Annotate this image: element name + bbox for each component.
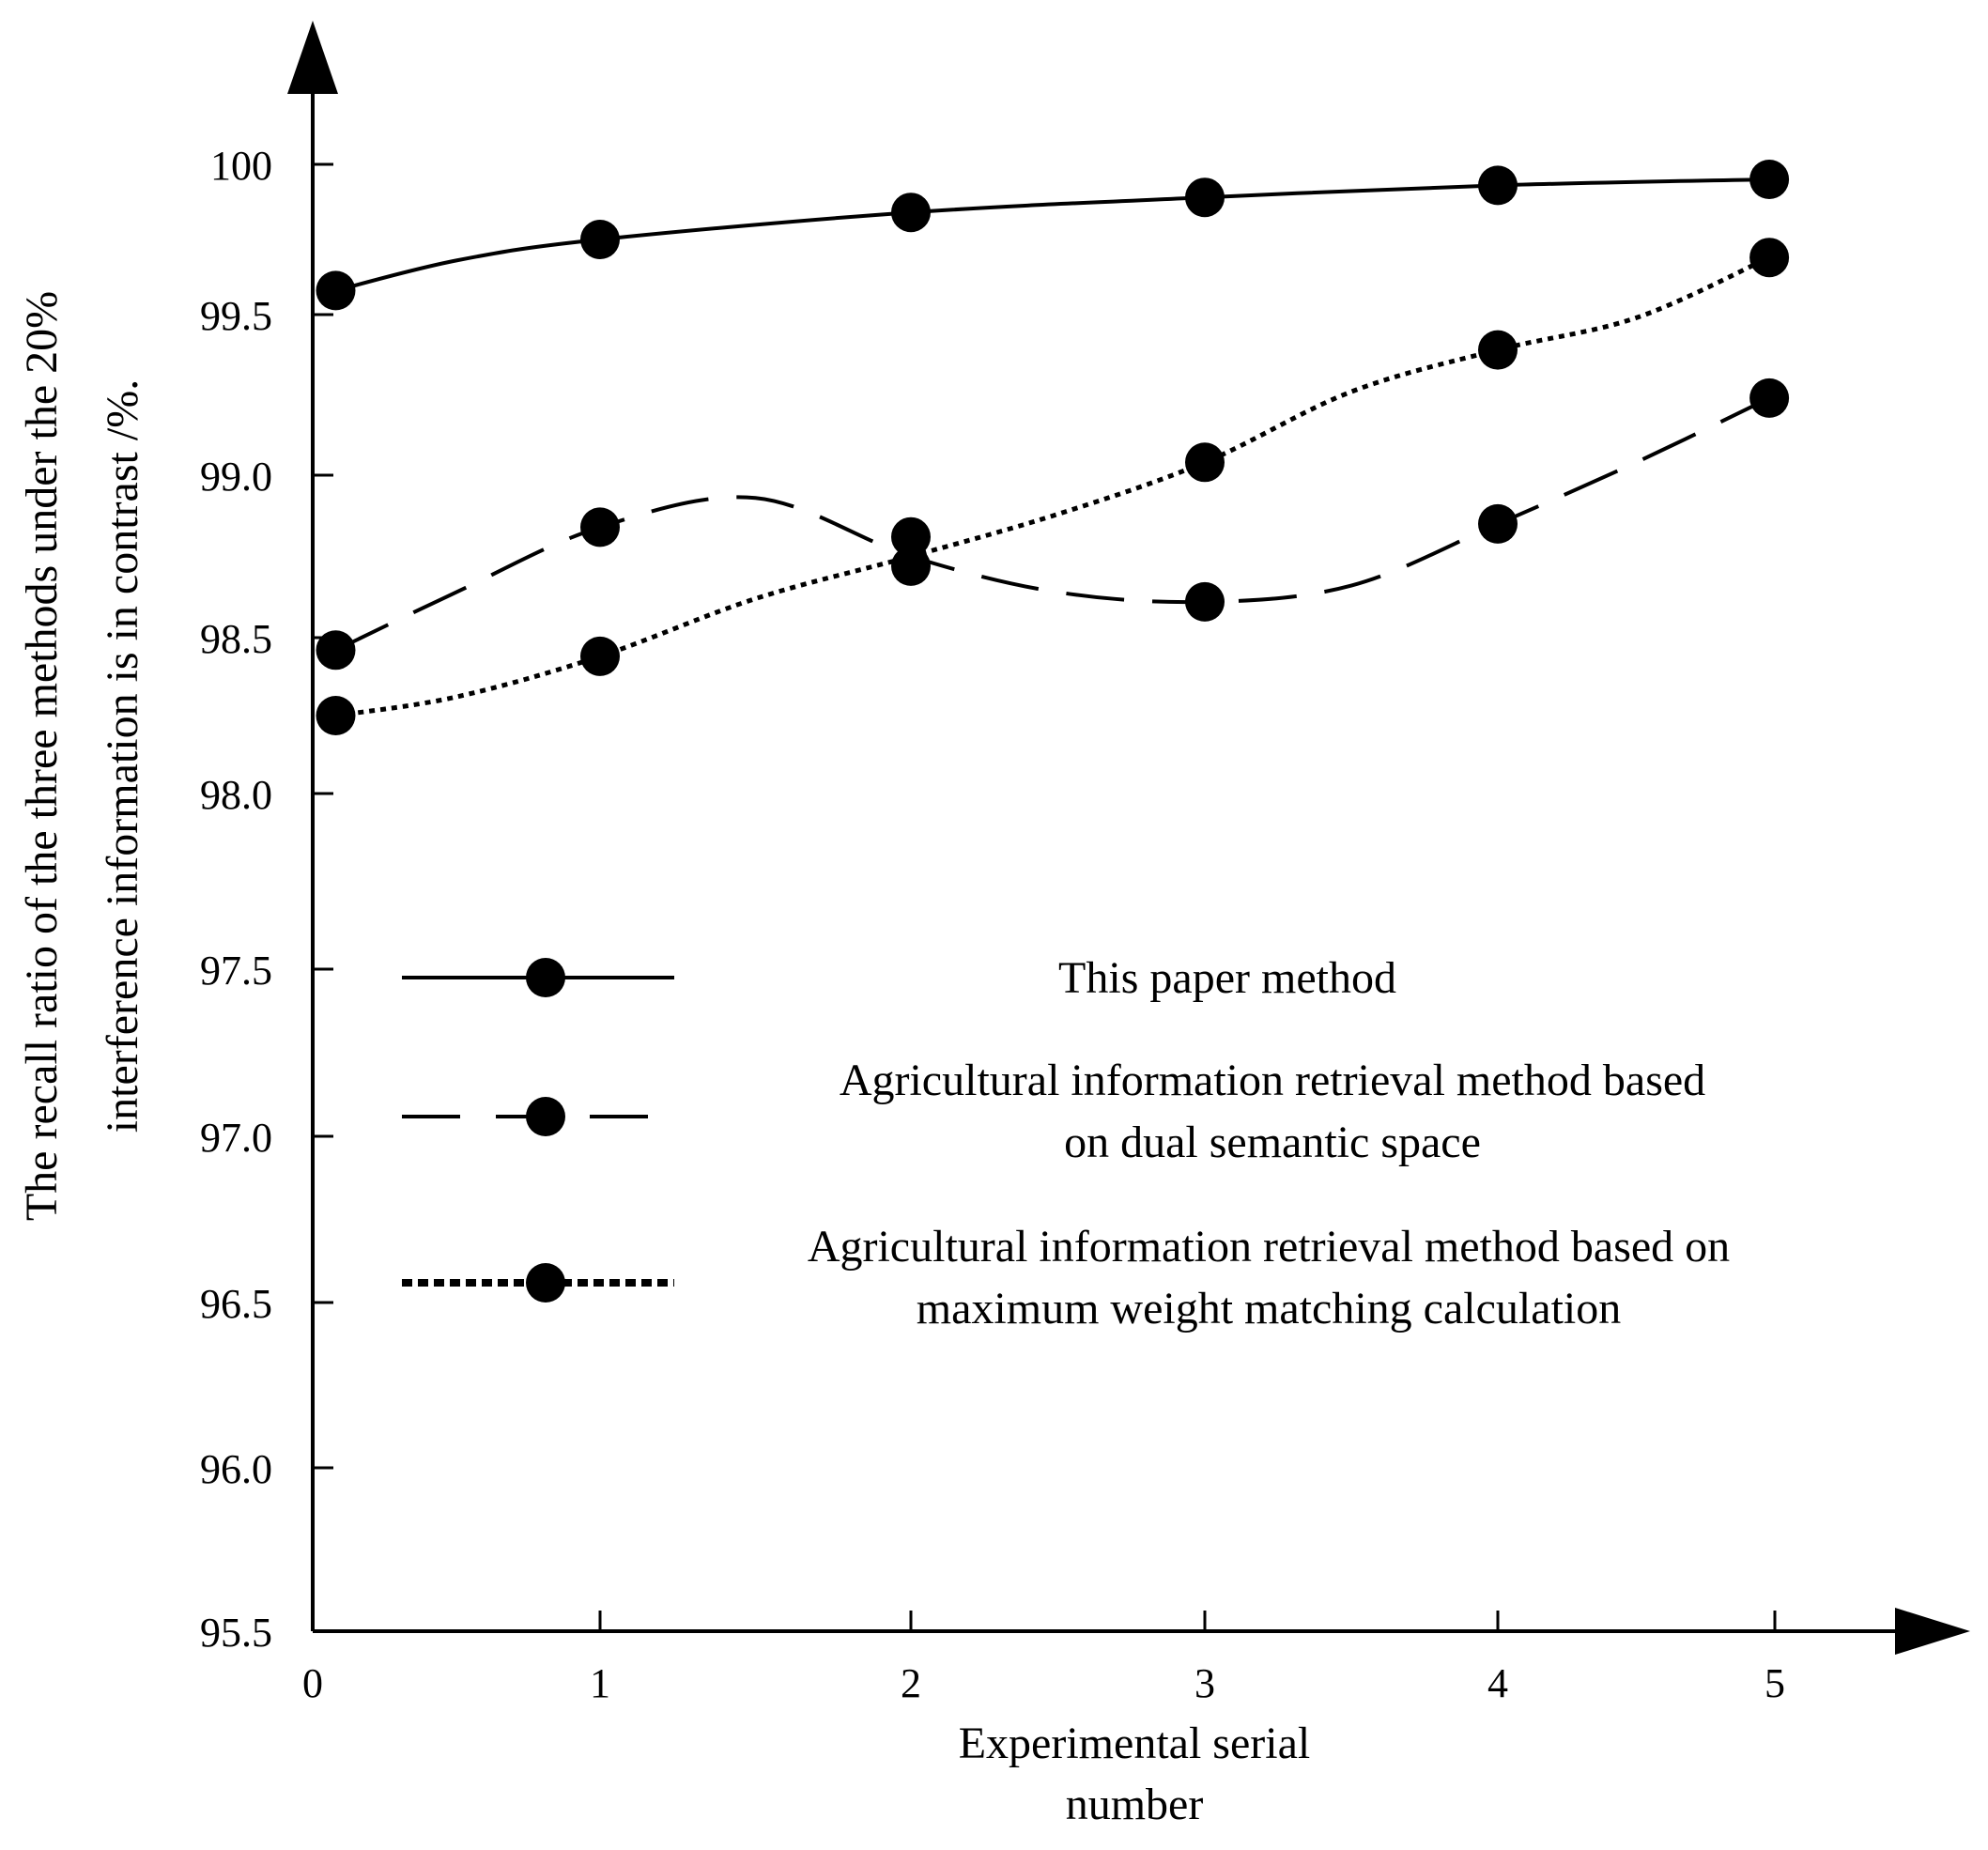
y-tick-label: 96.0 [200, 1446, 272, 1492]
y-tick-label: 98.5 [200, 616, 272, 662]
y-axis-title-line-2: interference information is in contrast … [98, 379, 147, 1133]
x-tick-label: 3 [1194, 1660, 1215, 1706]
y-tick-label: 100 [210, 143, 272, 189]
legend-marker-1 [526, 958, 565, 997]
x-axis-arrow [1895, 1608, 1970, 1655]
data-point-series-2 [1749, 378, 1790, 418]
data-point-series-3 [891, 516, 931, 557]
x-ticks: 0 1 2 3 4 5 [302, 1611, 1785, 1706]
axes [287, 21, 1970, 1655]
series-markers [316, 160, 1790, 735]
series-line-2 [334, 396, 1770, 653]
legend-label-2: on dual semantic space [1064, 1118, 1481, 1167]
data-point-series-3 [1749, 238, 1790, 278]
x-tick-label: 4 [1487, 1660, 1508, 1706]
y-axis-arrow [287, 21, 338, 94]
legend: This paper method Agricultural informatio… [402, 953, 1730, 1334]
data-point-series-1 [1478, 165, 1518, 206]
data-point-series-3 [316, 696, 356, 735]
legend-marker-2 [526, 1097, 565, 1136]
data-point-series-2 [580, 507, 620, 547]
data-point-series-2 [891, 546, 931, 586]
data-point-series-3 [1478, 330, 1518, 370]
series-line-3 [335, 254, 1771, 718]
series-lines [334, 177, 1771, 718]
data-point-series-2 [1185, 581, 1225, 622]
x-tick-label: 5 [1765, 1660, 1785, 1706]
x-tick-label: 2 [901, 1660, 921, 1706]
y-axis-title-line-1: The recall ratio of the three methods un… [17, 291, 67, 1221]
data-point-series-1 [1185, 177, 1225, 218]
legend-label-1: This paper method [1058, 953, 1396, 1003]
legend-label-2: Agricultural information retrieval metho… [840, 1056, 1705, 1105]
y-tick-label: 98.0 [200, 772, 272, 818]
data-point-series-1 [316, 270, 356, 311]
legend-label-3: maximum weight matching calculation [917, 1284, 1621, 1334]
y-tick-label: 96.5 [200, 1281, 272, 1327]
x-tick-label: 0 [302, 1660, 323, 1706]
y-tick-label: 95.5 [200, 1610, 272, 1656]
x-tick-label: 1 [590, 1660, 610, 1706]
legend-marker-3 [526, 1263, 565, 1303]
x-axis-title-line-2: number [1066, 1780, 1204, 1829]
y-ticks: 95.5 96.0 96.5 97.0 97.5 98.0 98.5 99.0 99.5 100 [200, 143, 333, 1656]
data-point-series-2 [316, 630, 356, 671]
data-point-series-3 [1185, 442, 1225, 483]
data-point-series-3 [580, 636, 620, 676]
data-point-series-1 [580, 220, 620, 259]
data-point-series-1 [1749, 160, 1790, 199]
data-point-series-2 [1478, 503, 1518, 544]
x-axis-title: Experimental serial number [959, 1719, 1311, 1829]
x-axis-title-line-1: Experimental serial [959, 1719, 1311, 1768]
y-tick-label: 99.0 [200, 454, 272, 500]
y-tick-label: 99.5 [200, 293, 272, 339]
y-tick-label: 97.0 [200, 1115, 272, 1161]
y-tick-label: 97.5 [200, 948, 272, 994]
data-point-series-1 [891, 193, 931, 233]
y-axis-title: The recall ratio of the three methods un… [17, 291, 147, 1221]
series-line-1 [335, 177, 1770, 293]
legend-label-3: Agricultural information retrieval metho… [808, 1222, 1730, 1272]
